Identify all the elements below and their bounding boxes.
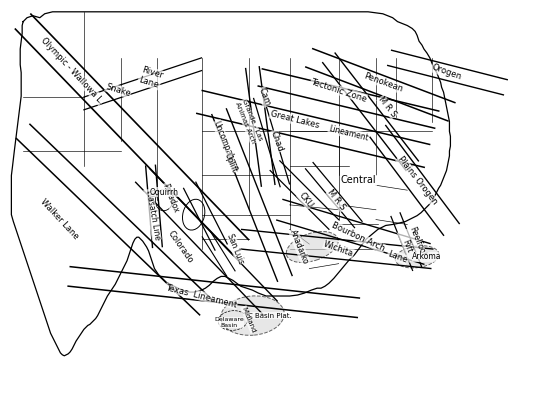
Text: Oquirrh: Oquirrh <box>150 188 179 197</box>
Text: Chad: Chad <box>269 129 285 153</box>
Text: Great Lakes: Great Lakes <box>269 109 320 130</box>
Polygon shape <box>12 12 450 356</box>
Text: CKU: CKU <box>296 191 314 210</box>
Text: Bourbon Arch: Bourbon Arch <box>331 221 386 253</box>
Text: M R S: M R S <box>377 95 399 119</box>
Text: Wasatch Line: Wasatch Line <box>144 189 161 241</box>
Text: Walker Lane: Walker Lane <box>39 198 80 241</box>
Text: Paradox: Paradox <box>160 182 180 214</box>
Text: River
Lane: River Lane <box>137 65 164 90</box>
Text: Uplift: Uplift <box>222 152 238 174</box>
Text: Arkoma: Arkoma <box>412 252 442 261</box>
Text: Plains Orogen: Plains Orogen <box>395 154 439 206</box>
Text: Uncompahgre: Uncompahgre <box>212 119 240 173</box>
Text: Central: Central <box>340 175 376 185</box>
Text: Anadarko: Anadarko <box>288 228 311 266</box>
Text: Lane: Lane <box>387 249 409 264</box>
Ellipse shape <box>286 231 338 262</box>
Text: Cam: Cam <box>256 87 272 108</box>
Text: Tectonic Zone: Tectonic Zone <box>310 77 368 104</box>
Text: Snake: Snake <box>104 82 132 98</box>
Text: Reelfoot
Rift: Reelfoot Rift <box>397 226 427 262</box>
Text: Midland: Midland <box>240 306 256 333</box>
Text: San Luis: San Luis <box>226 233 246 266</box>
Text: Penokean: Penokean <box>362 71 404 94</box>
Text: Colorado: Colorado <box>166 229 194 265</box>
Text: Orogen: Orogen <box>430 63 463 82</box>
Text: Olympic - Wallowa L.: Olympic - Wallowa L. <box>39 36 105 106</box>
Text: Delaware
Basin: Delaware Basin <box>214 317 244 328</box>
Text: C Basin Plat.: C Basin Plat. <box>248 312 292 319</box>
Text: Texas  Lineament: Texas Lineament <box>165 283 238 309</box>
Text: Wichita: Wichita <box>322 239 355 258</box>
Text: Grande - Las
Animas Arch: Grande - Las Animas Arch <box>234 98 263 145</box>
Text: M R S: M R S <box>326 188 348 212</box>
Ellipse shape <box>221 296 284 335</box>
Text: Lineament: Lineament <box>328 124 370 143</box>
Ellipse shape <box>395 246 439 268</box>
